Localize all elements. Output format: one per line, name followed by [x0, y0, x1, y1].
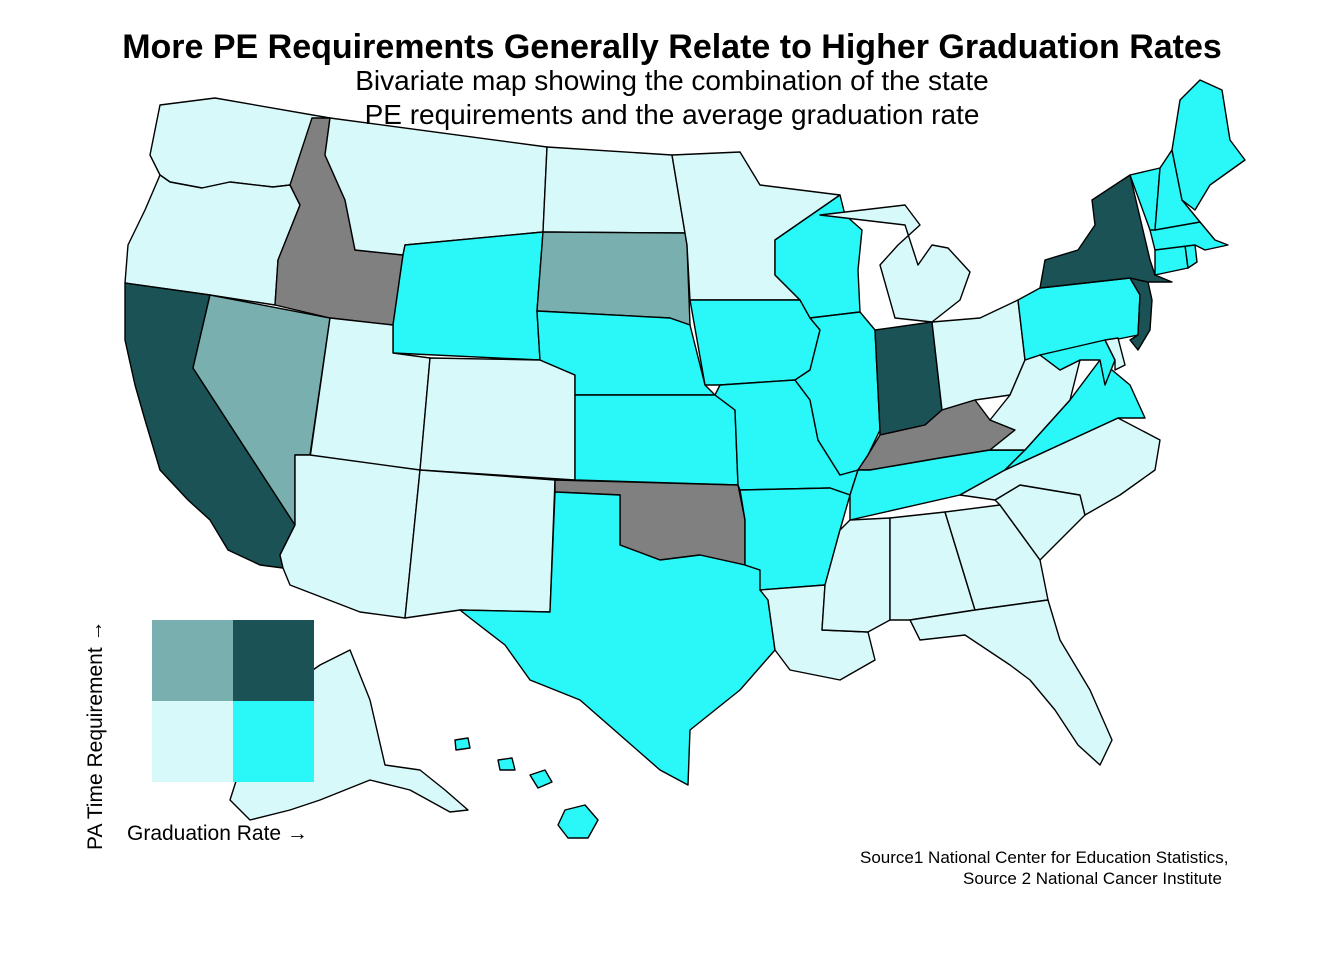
- map-subtitle: Bivariate map showing the combination of…: [0, 64, 1344, 132]
- state-OR: [124, 174, 301, 306]
- state-KS: [574, 394, 739, 486]
- state-WI: [774, 194, 863, 319]
- state-ME: [1171, 79, 1246, 211]
- state-MI: [819, 204, 971, 323]
- state-TX: [459, 491, 776, 786]
- map-title: More PE Requirements Generally Relate to…: [122, 28, 1222, 66]
- state-SD: [536, 231, 691, 326]
- legend-cell-high-pa-high-grad: [233, 620, 314, 701]
- state-NY: [1039, 174, 1173, 289]
- hi-island-3: [497, 757, 516, 771]
- state-NM: [404, 469, 556, 619]
- legend-x-axis-label: Graduation Rate →: [127, 822, 308, 845]
- state-FL: [909, 599, 1113, 766]
- legend-y-axis-label: PA Time Requirement →: [84, 620, 107, 850]
- source-line-1: Source1 National Center for Education St…: [860, 848, 1229, 867]
- state-NH: [1154, 149, 1201, 231]
- hi-island-2: [529, 769, 553, 789]
- source-note: Source1 National Center for Education St…: [820, 847, 1330, 889]
- subtitle-line-1: Bivariate map showing the combination of…: [355, 65, 989, 96]
- source-line-2: Source 2 National Cancer Institute: [963, 869, 1222, 888]
- state-NJ: [1129, 277, 1153, 351]
- legend-cell-low-pa-high-grad: [233, 701, 314, 782]
- state-AZ: [279, 454, 421, 619]
- legend-grid: [152, 620, 314, 782]
- state-MA: [1149, 221, 1229, 251]
- hi-island-4: [454, 737, 471, 751]
- state-CO: [419, 357, 576, 481]
- state-DE: [1104, 337, 1126, 371]
- state-GA: [944, 504, 1049, 611]
- subtitle-line-2: PE requirements and the average graduati…: [364, 99, 980, 130]
- state-ND: [542, 146, 686, 234]
- legend-cell-low-pa-low-grad: [152, 701, 233, 782]
- state-HI: [557, 804, 599, 839]
- state-IA: [689, 299, 821, 386]
- state-NC: [959, 417, 1161, 516]
- state-WY: [392, 231, 544, 361]
- legend-cell-high-pa-low-grad: [152, 620, 233, 701]
